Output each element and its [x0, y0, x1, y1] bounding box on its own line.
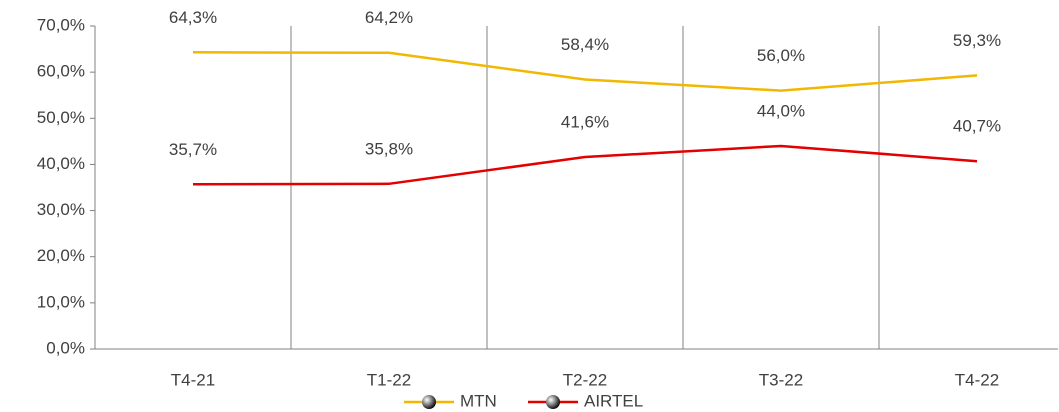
data-label: 56,0% — [757, 46, 805, 65]
x-tick-label: T1-22 — [367, 370, 411, 389]
y-tick-label: 70,0% — [37, 15, 85, 34]
y-tick-label: 40,0% — [37, 154, 85, 173]
series-line — [192, 51, 978, 92]
legend-label: MTN — [460, 391, 497, 410]
y-tick-label: 10,0% — [37, 292, 85, 311]
legend-marker — [546, 395, 560, 409]
data-label: 44,0% — [757, 101, 805, 120]
y-tick-label: 50,0% — [37, 108, 85, 127]
x-tick-label: T2-22 — [563, 370, 607, 389]
legend-label: AIRTEL — [584, 391, 643, 410]
y-tick-label: 20,0% — [37, 246, 85, 265]
legend-item: MTN — [404, 391, 497, 410]
data-label: 40,7% — [953, 117, 1001, 136]
data-label: 64,2% — [365, 8, 413, 27]
y-tick-label: 0,0% — [46, 338, 85, 357]
x-tick-label: T4-22 — [955, 370, 999, 389]
data-label: 35,8% — [365, 139, 413, 158]
data-label: 59,3% — [953, 31, 1001, 50]
series-line — [192, 144, 978, 186]
x-tick-label: T4-21 — [171, 370, 215, 389]
data-label: 58,4% — [561, 35, 609, 54]
y-tick-label: 30,0% — [37, 200, 85, 219]
data-label: 35,7% — [169, 140, 217, 159]
x-tick-label: T3-22 — [759, 370, 803, 389]
legend-marker — [422, 395, 436, 409]
data-label: 41,6% — [561, 113, 609, 132]
data-label: 64,3% — [169, 8, 217, 27]
legend-item: AIRTEL — [528, 391, 643, 410]
y-tick-label: 60,0% — [37, 62, 85, 81]
